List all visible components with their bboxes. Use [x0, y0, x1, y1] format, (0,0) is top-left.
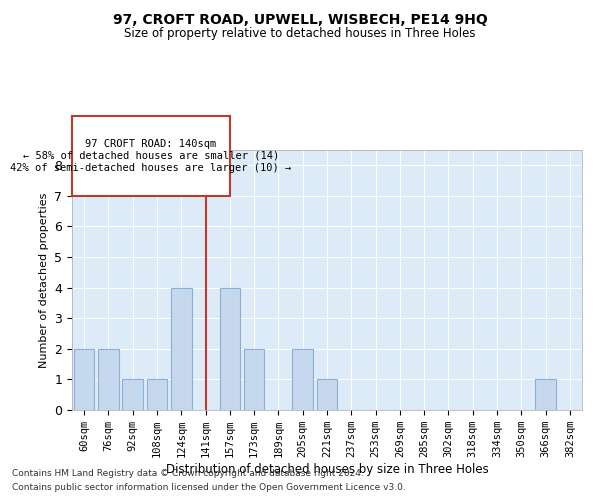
Y-axis label: Number of detached properties: Number of detached properties — [39, 192, 49, 368]
Text: 97, CROFT ROAD, UPWELL, WISBECH, PE14 9HQ: 97, CROFT ROAD, UPWELL, WISBECH, PE14 9H… — [113, 12, 487, 26]
Text: 97 CROFT ROAD: 140sqm
← 58% of detached houses are smaller (14)
42% of semi-deta: 97 CROFT ROAD: 140sqm ← 58% of detached … — [10, 140, 292, 172]
Bar — [122, 380, 143, 410]
Bar — [244, 349, 265, 410]
Bar — [220, 288, 240, 410]
Bar — [74, 349, 94, 410]
Bar — [535, 380, 556, 410]
Text: Contains HM Land Registry data © Crown copyright and database right 2024.: Contains HM Land Registry data © Crown c… — [12, 468, 364, 477]
Text: Size of property relative to detached houses in Three Holes: Size of property relative to detached ho… — [124, 28, 476, 40]
Bar — [98, 349, 119, 410]
Bar — [292, 349, 313, 410]
Text: Contains public sector information licensed under the Open Government Licence v3: Contains public sector information licen… — [12, 484, 406, 492]
X-axis label: Distribution of detached houses by size in Three Holes: Distribution of detached houses by size … — [166, 463, 488, 476]
Bar — [171, 288, 191, 410]
Bar — [146, 380, 167, 410]
Bar — [317, 380, 337, 410]
